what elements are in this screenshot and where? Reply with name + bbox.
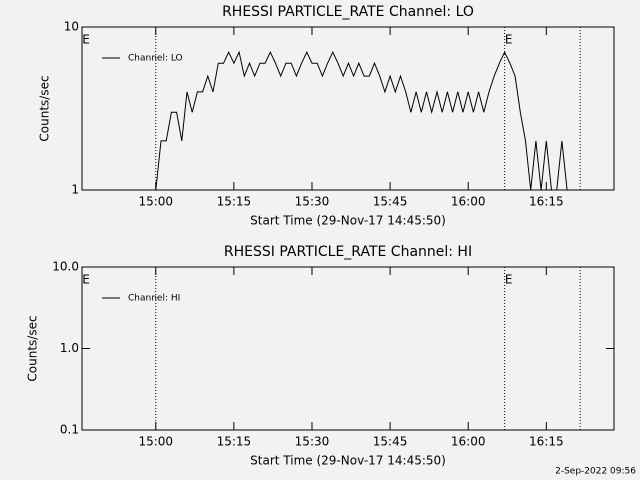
plot-frame: [81, 26, 615, 191]
plot-frame: [81, 266, 615, 431]
y-axis-label: Counts/sec: [26, 315, 40, 381]
x-tick-label: 15:45: [373, 195, 408, 209]
legend-label: Channel: HI: [128, 294, 180, 304]
annotation: E: [505, 33, 513, 47]
x-tick-label: 15:15: [217, 195, 252, 209]
legend-label: Channel: LO: [128, 54, 183, 64]
footer: 2-Sep-2022 09:56: [555, 467, 636, 477]
chart-title: RHESSI PARTICLE_RATE Channel: LO: [222, 4, 474, 20]
y-tick-label: 1.0: [60, 341, 79, 355]
y-axis-label: Counts/sec: [38, 75, 52, 141]
x-axis-label: Start Time (29-Nov-17 14:45:50): [250, 214, 446, 228]
annotation: E: [82, 33, 90, 47]
x-tick-label: 15:45: [373, 435, 408, 449]
data-line: [155, 50, 573, 191]
y-tick-label: 10: [64, 20, 79, 34]
x-tick-label: 15:15: [217, 435, 252, 449]
y-tick-label: 1: [71, 183, 79, 197]
x-tick-label: 15:30: [295, 435, 330, 449]
y-tick-label: 10.0: [52, 260, 79, 274]
x-tick-label: 16:15: [529, 195, 564, 209]
annotation: E: [82, 273, 90, 287]
y-tick-label: 0.1: [60, 423, 79, 437]
annotation: E: [505, 273, 513, 287]
x-tick-label: 16:15: [529, 435, 564, 449]
x-tick-label: 15:00: [138, 435, 173, 449]
x-tick-label: 15:30: [295, 195, 330, 209]
x-tick-label: 15:00: [138, 195, 173, 209]
x-axis-label: Start Time (29-Nov-17 14:45:50): [250, 454, 446, 468]
chart-title: RHESSI PARTICLE_RATE Channel: HI: [224, 244, 472, 260]
x-tick-label: 16:00: [451, 195, 486, 209]
x-tick-label: 16:00: [451, 435, 486, 449]
